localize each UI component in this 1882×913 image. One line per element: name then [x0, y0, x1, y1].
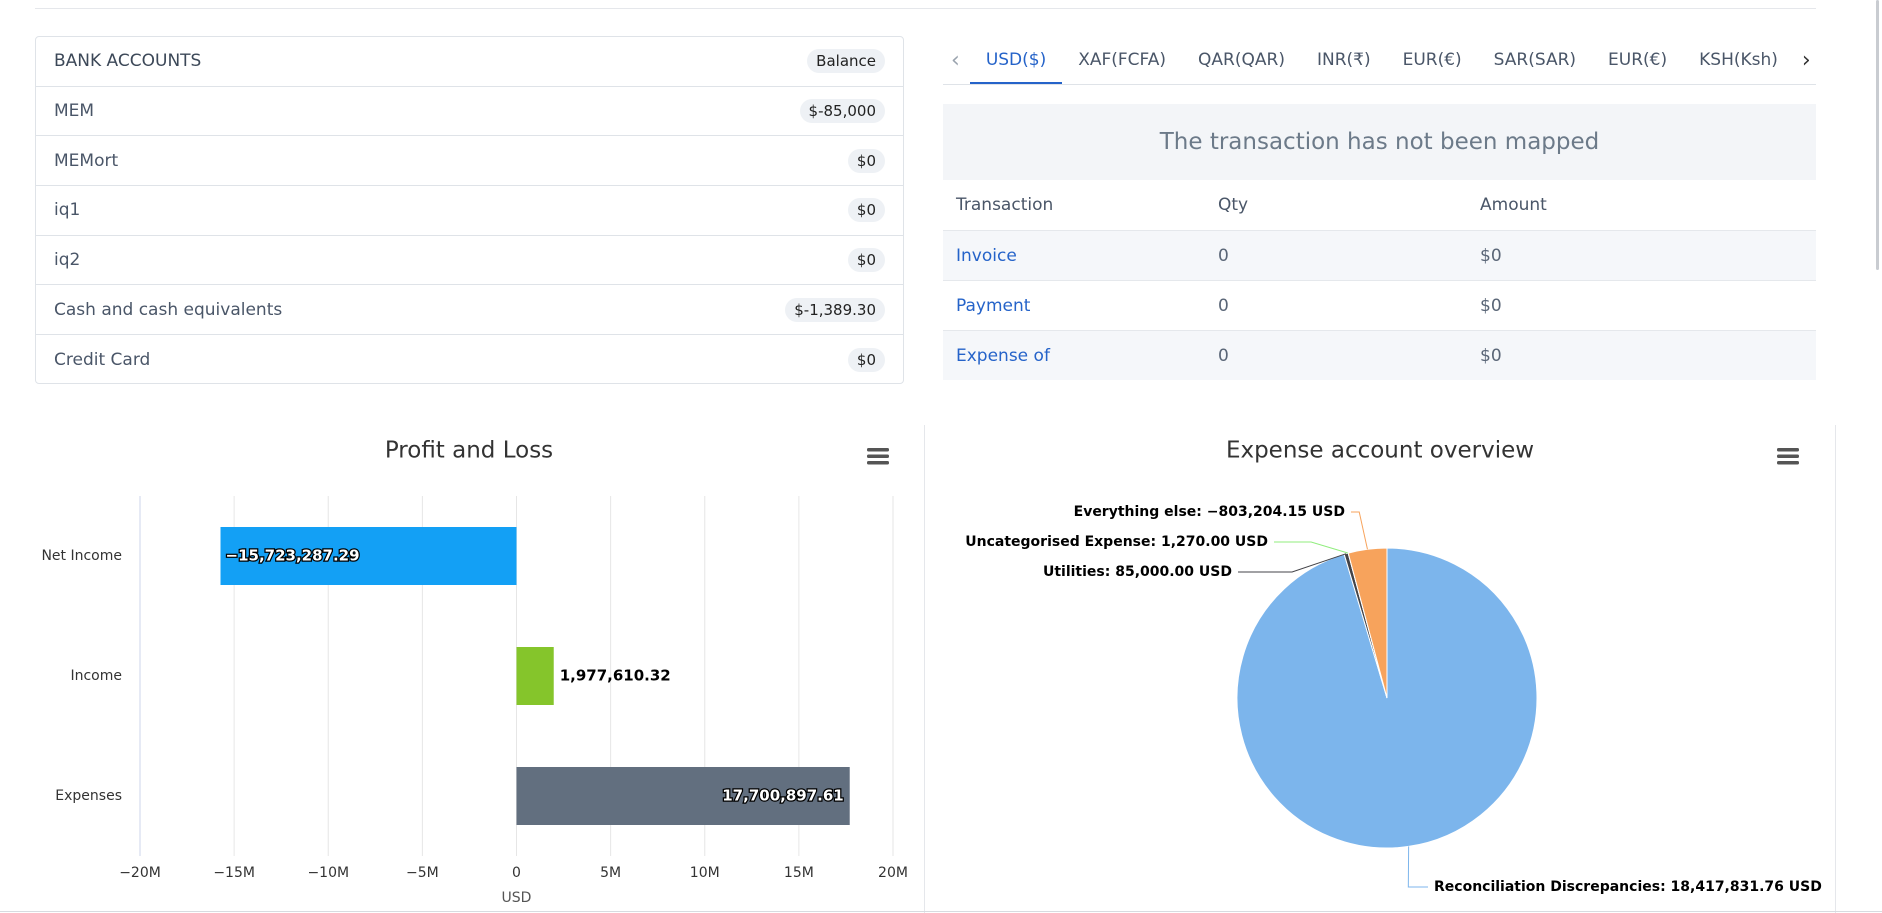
- x-tick-label: 5M: [600, 865, 621, 881]
- table-cell: 0: [1218, 295, 1229, 316]
- transaction-table: Transaction Qty Amount Invoice 0 $0 Payment 0 $0…: [943, 180, 1816, 380]
- account-balance: $0: [847, 347, 885, 372]
- connector: [1274, 541, 1349, 554]
- currency-tab[interactable]: USD($): [969, 36, 1063, 84]
- transaction-link[interactable]: Payment: [956, 295, 1031, 316]
- account-name: iq2: [54, 250, 81, 271]
- currency-tab[interactable]: QAR(QAR): [1198, 50, 1285, 70]
- account-name: MEMort: [54, 150, 119, 171]
- table-cell: 0: [1218, 345, 1229, 366]
- bank-header: BANK ACCOUNTS Balance: [36, 37, 903, 87]
- chart-divider: [924, 425, 925, 913]
- account-name: Credit Card: [54, 349, 151, 370]
- table-row: Payment 0 $0: [943, 280, 1816, 330]
- menu-icon[interactable]: [867, 448, 889, 465]
- data-label: Everything else: −803,204.15 USD: [1074, 504, 1345, 520]
- data-label: 1,977,610.32: [560, 667, 671, 685]
- x-tick-label: −15M: [213, 865, 255, 881]
- y-tick-label: Net Income: [41, 548, 122, 564]
- account-row: Cash and cash equivalents $-1,389.30: [36, 285, 903, 336]
- x-axis-title: USD: [502, 890, 532, 906]
- table-row: Expense of 0 $0: [943, 330, 1816, 380]
- column-header: Transaction: [956, 195, 1054, 215]
- account-row: iq1 $0: [36, 186, 903, 236]
- y-tick-label: Income: [70, 668, 122, 684]
- scrollbar[interactable]: [1876, 0, 1879, 270]
- y-tick-label: Expenses: [55, 788, 122, 804]
- data-label: −15,723,287.29: [226, 547, 360, 565]
- top-divider: [35, 8, 1816, 9]
- account-row: MEMort $0: [36, 136, 903, 187]
- table-row: Invoice 0 $0: [943, 230, 1816, 280]
- data-label: Reconciliation Discrepancies: 18,417,831…: [1434, 879, 1822, 895]
- chart-title: Profit and Loss: [385, 438, 553, 464]
- notice: The transaction has not been mapped: [943, 104, 1816, 180]
- account-row: iq2 $0: [36, 236, 903, 286]
- account-name: MEM: [54, 101, 95, 122]
- currency-tab[interactable]: EUR(€): [1402, 50, 1462, 70]
- currency-tab[interactable]: SAR(SAR): [1493, 50, 1577, 70]
- currency-tab[interactable]: INR(₹): [1316, 50, 1371, 70]
- bank-accounts-card: BANK ACCOUNTS Balance MEM $-85,000 MEMort $…: [35, 36, 904, 384]
- connector: [1407, 846, 1428, 888]
- table-header: Transaction Qty Amount: [943, 180, 1816, 230]
- transaction-link[interactable]: Invoice: [956, 245, 1017, 266]
- connector: [1351, 511, 1368, 550]
- bar: [516, 767, 850, 825]
- currency-tab[interactable]: KSH(Ksh): [1699, 50, 1778, 70]
- table-cell: $0: [1480, 245, 1502, 266]
- account-row: Credit Card $0: [36, 335, 903, 385]
- connector: [1238, 553, 1347, 573]
- pie-slice: [1347, 547, 1388, 699]
- account-row: MEM $-85,000: [36, 87, 903, 137]
- currency-tab[interactable]: EUR(€): [1608, 50, 1668, 70]
- account-balance: $0: [847, 198, 885, 223]
- x-tick-label: 20M: [878, 865, 908, 881]
- data-label: Utilities: 85,000.00 USD: [1043, 564, 1232, 580]
- menu-icon[interactable]: [1777, 448, 1799, 465]
- balance-header: Balance: [807, 49, 885, 74]
- tab-next[interactable]: ›: [1801, 47, 1811, 73]
- tab-bar: ‹ USD($) XAF(FCFA) QAR(QAR) INR(₹) EUR(€) SAR…: [943, 36, 1816, 85]
- account-balance: $0: [847, 148, 885, 173]
- table-cell: 0: [1218, 245, 1229, 266]
- transaction-link[interactable]: Expense of: [956, 345, 1050, 366]
- currency-tab[interactable]: XAF(FCFA): [1078, 50, 1167, 70]
- bar: [220, 527, 517, 585]
- x-tick-label: 0: [512, 865, 521, 881]
- x-tick-label: 15M: [784, 865, 814, 881]
- tab-prev[interactable]: ‹: [951, 47, 960, 73]
- account-balance: $-1,389.30: [785, 297, 885, 322]
- chart-title: Expense account overview: [1226, 438, 1534, 464]
- data-label: Uncategorised Expense: 1,270.00 USD: [965, 534, 1268, 550]
- account-balance: $-85,000: [799, 99, 885, 124]
- bar: [516, 647, 554, 705]
- account-name: iq1: [54, 200, 81, 221]
- column-header: Qty: [1218, 195, 1249, 215]
- data-label: 17,700,897.61: [722, 787, 843, 805]
- table-cell: $0: [1480, 345, 1502, 366]
- table-cell: $0: [1480, 295, 1502, 316]
- account-balance: $0: [847, 248, 885, 273]
- bank-title: BANK ACCOUNTS: [54, 51, 202, 72]
- currency-panel: ‹ USD($) XAF(FCFA) QAR(QAR) INR(₹) EUR(€) SAR…: [943, 36, 1816, 85]
- x-tick-label: −10M: [307, 865, 349, 881]
- bottom-edge: [0, 911, 1882, 912]
- account-name: Cash and cash equivalents: [54, 299, 283, 320]
- x-tick-label: 10M: [690, 865, 720, 881]
- x-tick-label: −20M: [119, 865, 161, 881]
- x-tick-label: −5M: [406, 865, 439, 881]
- chart-divider: [1835, 425, 1836, 913]
- column-header: Amount: [1480, 195, 1547, 215]
